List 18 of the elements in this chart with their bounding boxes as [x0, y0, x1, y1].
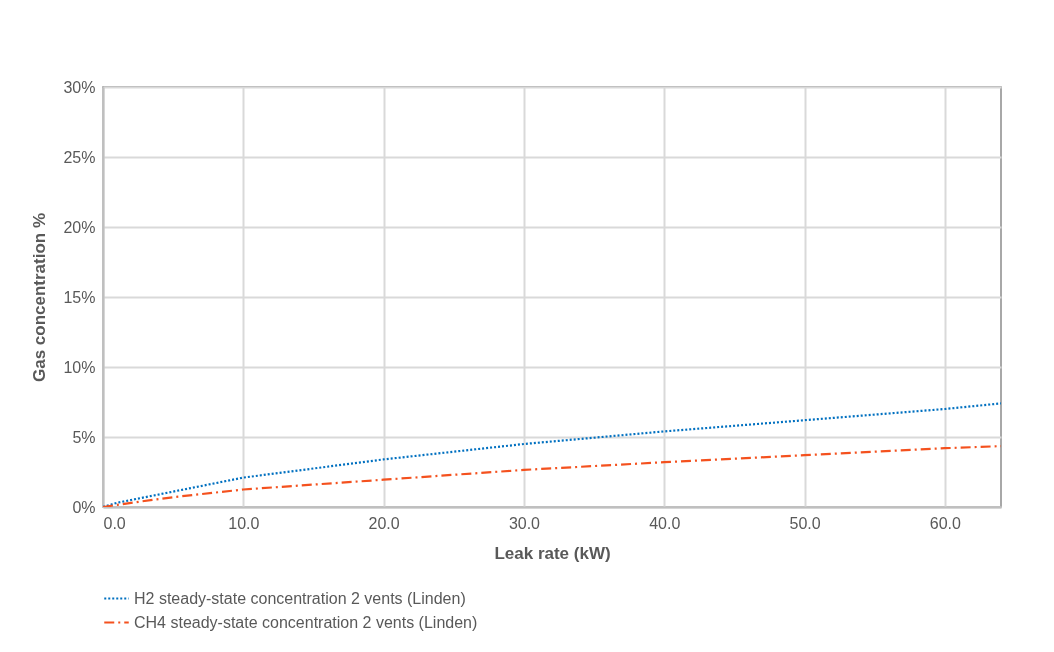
y-tick-label: 5% — [72, 428, 96, 446]
x-tick-label: 60.0 — [929, 514, 962, 532]
y-tick-label: 10% — [63, 358, 96, 376]
x-tick-label: 50.0 — [789, 514, 821, 532]
x-tick-label: 20.0 — [368, 514, 400, 532]
legend-label: CH4 steady-state concentration 2 vents (Linden) — [134, 613, 478, 631]
y-tick-label: 25% — [63, 148, 96, 166]
y-tick-label: 0% — [72, 498, 96, 516]
x-tick-label: 0.0 — [103, 514, 126, 532]
x-axis-title: Leak rate (kW) — [494, 543, 611, 563]
legend-label: H2 steady-state concentration 2 vents (Linden) — [134, 589, 466, 607]
x-tick-label: 40.0 — [649, 514, 681, 532]
y-axis-title: Gas concentration % — [30, 212, 50, 383]
y-tick-label: 15% — [63, 288, 96, 306]
x-tick-label: 30.0 — [508, 514, 541, 532]
y-tick-label: 20% — [63, 218, 96, 236]
x-tick-label: 10.0 — [228, 514, 260, 532]
y-tick-label: 30% — [63, 78, 96, 96]
